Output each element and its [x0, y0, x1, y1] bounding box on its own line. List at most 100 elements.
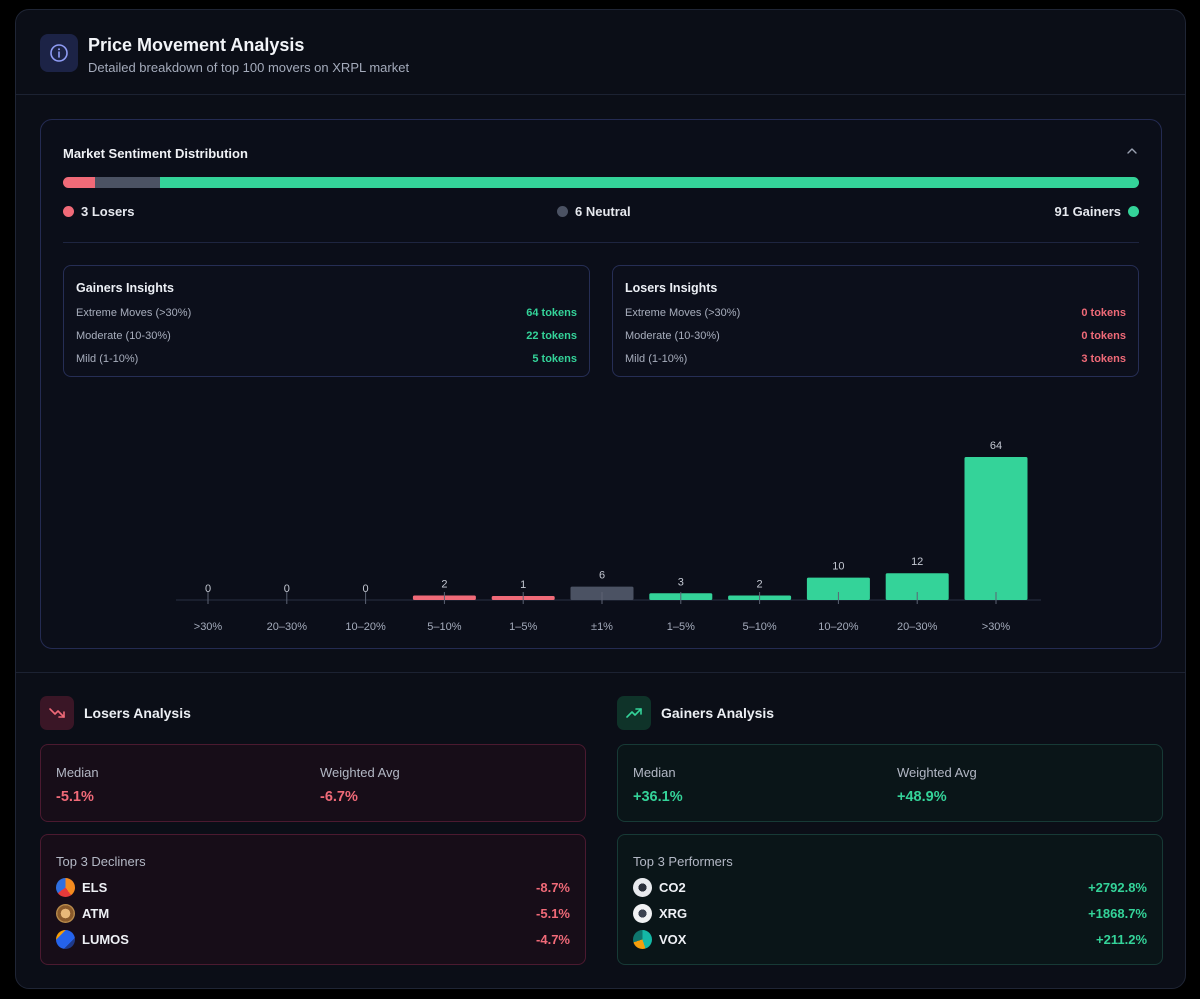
price-movement-panel: Price Movement Analysis Detailed breakdo…	[15, 9, 1186, 989]
list-item[interactable]: XRG +1868.7%	[633, 903, 1147, 923]
legend-neutral-label: 6 Neutral	[575, 204, 631, 219]
bar-value-label: 12	[911, 556, 923, 568]
legend-gainers-label: 91 Gainers	[1054, 204, 1122, 219]
losers-stats-card: Median -5.1% Weighted Avg -6.7%	[40, 744, 586, 822]
gainers-stats-card: Median +36.1% Weighted Avg +48.9%	[617, 744, 1163, 822]
x-tick-label: 1–5%	[509, 621, 537, 633]
weighted-avg-label: Weighted Avg	[320, 765, 400, 780]
insight-label: Moderate (10-30%)	[625, 330, 720, 342]
divider	[63, 242, 1139, 243]
sentiment-distribution-bar	[63, 177, 1139, 188]
token-name: ELS	[82, 879, 108, 895]
token-name: LUMOS	[82, 931, 129, 947]
x-tick-label: 5–10%	[427, 621, 461, 633]
median-label: Median	[633, 765, 676, 780]
bar-value-label: 1	[520, 579, 526, 591]
chart-bar[interactable]	[964, 457, 1028, 600]
list-item[interactable]: ELS -8.7%	[56, 877, 570, 897]
gainers-insights-card: Gainers Insights Extreme Moves (>30%) 64…	[63, 265, 590, 377]
chart-bar[interactable]	[806, 577, 870, 600]
token-change: -8.7%	[536, 879, 570, 895]
bar-value-label: 6	[599, 570, 605, 582]
co2-token-icon	[633, 877, 652, 897]
insight-value: 22 tokens	[526, 330, 577, 342]
bar-value-label: 10	[832, 561, 844, 573]
x-tick-label: ±1%	[591, 621, 613, 633]
lumos-token-icon	[56, 929, 75, 949]
bar-value-label: 3	[678, 576, 684, 588]
section-separator	[16, 672, 1185, 673]
x-tick-label: 10–20%	[818, 621, 859, 633]
gainers-insights-title: Gainers Insights	[76, 281, 174, 295]
insight-row: Mild (1-10%) 3 tokens	[625, 353, 1126, 365]
bar-value-label: 0	[284, 583, 290, 595]
token-name: ATM	[82, 905, 110, 921]
legend-neutral: 6 Neutral	[557, 204, 631, 219]
vox-token-icon	[633, 929, 652, 949]
insight-label: Moderate (10-30%)	[76, 330, 171, 342]
els-token-icon	[56, 877, 75, 897]
panel-header: Price Movement Analysis Detailed breakdo…	[16, 10, 1185, 95]
neutral-segment	[95, 177, 160, 188]
xrg-token-icon	[633, 903, 652, 923]
bar-value-label: 0	[363, 583, 369, 595]
median-value: -5.1%	[56, 789, 94, 805]
bar-value-label: 2	[757, 579, 763, 591]
insight-label: Mild (1-10%)	[625, 353, 688, 365]
x-tick-label: 20–30%	[897, 621, 938, 633]
x-tick-label: >30%	[194, 621, 223, 633]
token-change: +2792.8%	[1088, 879, 1147, 895]
weighted-avg-value: +48.9%	[897, 789, 947, 805]
trending-up-icon	[617, 696, 651, 730]
x-tick-label: 10–20%	[345, 621, 386, 633]
page-subtitle: Detailed breakdown of top 100 movers on …	[88, 60, 410, 75]
gainers-segment	[159, 177, 1139, 188]
atm-token-icon	[56, 903, 75, 923]
token-change: +1868.7%	[1088, 905, 1147, 921]
insight-label: Extreme Moves (>30%)	[625, 307, 741, 319]
insight-row: Extreme Moves (>30%) 64 tokens	[76, 307, 577, 319]
median-label: Median	[56, 765, 99, 780]
top-performers-card: Top 3 Performers CO2 +2792.8% XRG +1868.…	[617, 834, 1163, 965]
distribution-bar-chart: 0 >30% 0 20–30% 0 10–20% 2 5–10% 1 1–5% 6 ±1% 3 1–5% 2…	[41, 415, 1163, 640]
top-decliners-card: Top 3 Decliners ELS -8.7% ATM -5.1% LUMO…	[40, 834, 586, 965]
insight-value: 0 tokens	[1081, 330, 1126, 342]
insight-label: Mild (1-10%)	[76, 353, 139, 365]
x-tick-label: >30%	[982, 621, 1011, 633]
losers-analysis-title: Losers Analysis	[84, 705, 191, 721]
x-tick-label: 20–30%	[267, 621, 308, 633]
bar-value-label: 64	[990, 440, 1002, 452]
losers-insights-card: Losers Insights Extreme Moves (>30%) 0 t…	[612, 265, 1139, 377]
bar-chart-svg: 0 >30% 0 20–30% 0 10–20% 2 5–10% 1 1–5% 6 ±1% 3 1–5% 2…	[176, 440, 1041, 633]
insight-row: Moderate (10-30%) 0 tokens	[625, 330, 1126, 342]
sentiment-distribution-card: Market Sentiment Distribution 3 Losers 6…	[40, 119, 1162, 649]
token-name: XRG	[659, 905, 688, 921]
sentiment-title: Market Sentiment Distribution	[63, 146, 248, 161]
token-change: -4.7%	[536, 931, 570, 947]
trending-down-icon	[40, 696, 74, 730]
list-item[interactable]: CO2 +2792.8%	[633, 877, 1147, 897]
median-value: +36.1%	[633, 789, 683, 805]
list-item[interactable]: VOX +211.2%	[633, 929, 1147, 949]
gainers-dot-icon	[1128, 206, 1139, 217]
losers-dot-icon	[63, 206, 74, 217]
gainers-analysis-heading: Gainers Analysis	[617, 696, 774, 730]
token-change: -5.1%	[536, 905, 570, 921]
legend-gainers: 91 Gainers	[1054, 204, 1139, 219]
insight-row: Extreme Moves (>30%) 0 tokens	[625, 307, 1126, 319]
weighted-avg-value: -6.7%	[320, 789, 358, 805]
legend-losers: 3 Losers	[63, 204, 134, 219]
list-item[interactable]: ATM -5.1%	[56, 903, 570, 923]
collapse-chevron-up-icon[interactable]	[1125, 144, 1139, 158]
losers-segment	[63, 177, 96, 188]
token-change: +211.2%	[1096, 931, 1147, 947]
insight-value: 5 tokens	[532, 353, 577, 365]
insight-row: Moderate (10-30%) 22 tokens	[76, 330, 577, 342]
chart-bar[interactable]	[885, 573, 949, 600]
gainers-analysis-title: Gainers Analysis	[661, 705, 775, 721]
list-item[interactable]: LUMOS -4.7%	[56, 929, 570, 949]
x-tick-label: 5–10%	[742, 621, 776, 633]
weighted-avg-label: Weighted Avg	[897, 765, 977, 780]
legend-losers-label: 3 Losers	[81, 204, 135, 219]
insight-label: Extreme Moves (>30%)	[76, 307, 192, 319]
